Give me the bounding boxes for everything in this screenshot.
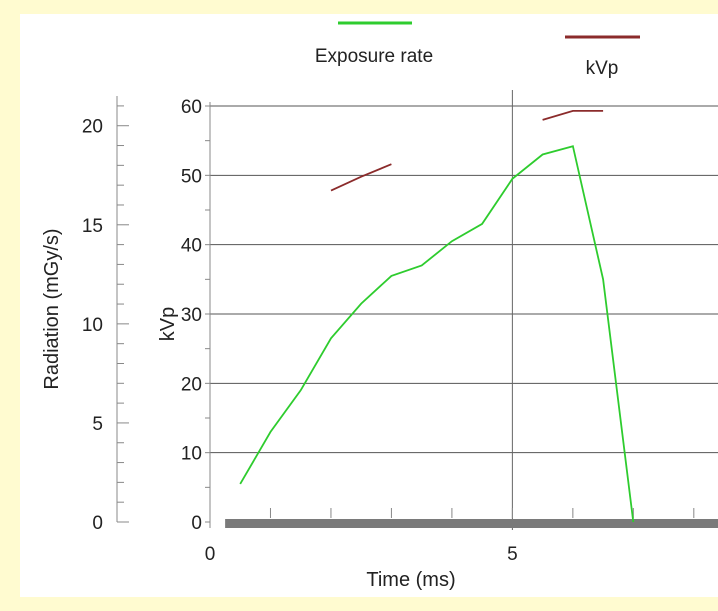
kvp-tick-label-30: 30 [181, 305, 202, 326]
y-axis-label-kvp: kVp [157, 307, 179, 341]
baseline-band [225, 519, 718, 528]
series [225, 110, 718, 528]
kvp-tick-label-60: 60 [181, 97, 202, 118]
radiation-tick-label-0: 0 [92, 513, 103, 534]
legend-label-exposure-rate: Exposure rate [315, 46, 433, 67]
x-tick-label-0: 0 [205, 544, 216, 565]
radiation-tick-label-15: 15 [82, 216, 103, 237]
series-line-kvp-segment-0 [330, 163, 392, 192]
kvp-tick-label-20: 20 [181, 374, 202, 395]
exposure-kvp-chart: 0 10 20 30 40 50 60 0 5 10 15 20 0 5 Exposure rate kV… [41, 21, 718, 591]
kvp-tick-label-40: 40 [181, 236, 202, 257]
kvp-tick-label-0: 0 [191, 513, 202, 534]
axes: 0 10 20 30 40 50 60 0 5 10 15 20 0 5 [82, 96, 695, 565]
radiation-tick-label-20: 20 [82, 117, 103, 138]
x-tick-label-5: 5 [507, 544, 518, 565]
legend: Exposure rate kVp [315, 21, 640, 79]
y-axis-label-radiation: Radiation (mGy/s) [41, 228, 63, 389]
kvp-tick-label-50: 50 [181, 166, 202, 187]
chart-panel: 0 10 20 30 40 50 60 0 5 10 15 20 0 5 Exposure rate kV… [20, 14, 718, 597]
legend-label-kvp: kVp [586, 58, 619, 79]
radiation-tick-label-5: 5 [92, 414, 103, 435]
grid [210, 90, 718, 530]
radiation-tick-label-10: 10 [82, 315, 103, 336]
series-line-exposure-rate [239, 145, 635, 523]
kvp-tick-label-10: 10 [181, 444, 202, 465]
series-line-kvp-segment-1 [542, 110, 604, 121]
x-axis-label: Time (ms) [366, 569, 455, 591]
